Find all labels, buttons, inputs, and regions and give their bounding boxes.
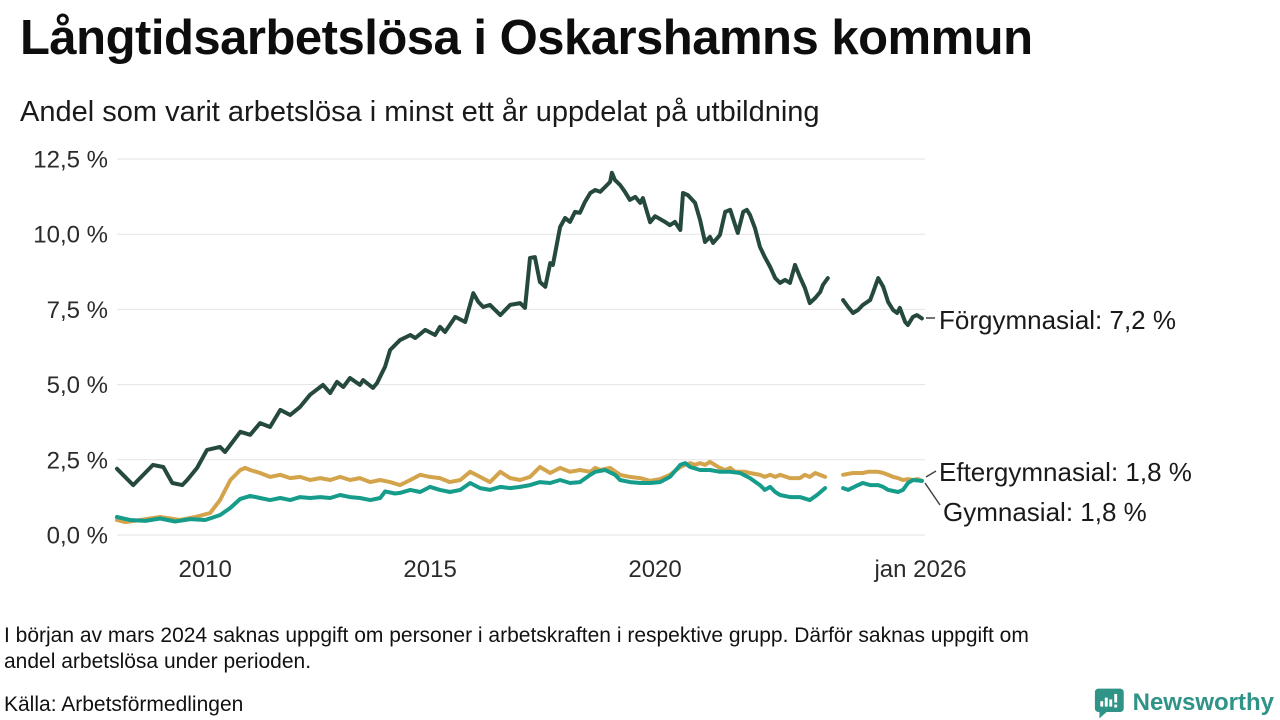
series-lines xyxy=(115,170,924,525)
y-tick-label: 0,0 % xyxy=(47,523,108,550)
series-line-gymnasial xyxy=(841,478,924,494)
chart-subtitle: Andel som varit arbetslösa i minst ett å… xyxy=(20,96,820,128)
series-line-förgymnasial xyxy=(841,276,924,327)
page-title: Långtidsarbetslösa i Oskarshamns kommun xyxy=(20,11,1033,65)
series-direct-labels: Förgymnasial: 7,2 % Eftergymnasial: 1,8 … xyxy=(939,305,1192,527)
gridlines xyxy=(117,158,925,536)
newsworthy-logo-icon xyxy=(1094,688,1124,719)
footnote-line-1: I början av mars 2024 saknas uppgift om … xyxy=(4,624,1029,647)
label-connectors xyxy=(924,317,941,506)
y-tick-label: 12,5 % xyxy=(33,147,108,174)
x-tick-label: 2010 xyxy=(178,556,231,583)
connector-gymnasial xyxy=(924,482,941,506)
x-axis-tick-labels: 2010 2015 2020 jan 2026 xyxy=(178,556,966,583)
connector-eftergymnasial xyxy=(925,470,937,478)
y-axis-tick-labels: 0,0 % 2,5 % 5,0 % 7,5 % 10,0 % 12,5 % xyxy=(33,147,108,550)
series-label-forgymnasial: Förgymnasial: 7,2 % xyxy=(939,305,1176,335)
x-tick-label: jan 2026 xyxy=(873,556,966,583)
y-tick-label: 5,0 % xyxy=(47,372,108,399)
x-tick-label: 2020 xyxy=(628,556,681,583)
newsworthy-branding: Newsworthy xyxy=(1094,686,1274,720)
newsworthy-logo-text: Newsworthy xyxy=(1132,689,1274,716)
series-label-gymnasial: Gymnasial: 1,8 % xyxy=(943,497,1147,527)
y-tick-label: 7,5 % xyxy=(47,297,108,324)
y-tick-label: 10,0 % xyxy=(33,222,108,249)
line-chart: 0,0 %2,5 %5,0 %7,5 %10,0 %12,5 % 2010 201… xyxy=(33,147,1192,584)
series-line-gymnasial xyxy=(115,461,828,524)
series-label-eftergymnasial: Eftergymnasial: 1,8 % xyxy=(939,457,1192,487)
source-credit: Källa: Arbetsförmedlingen xyxy=(4,693,244,716)
footnote-line-2: andel arbetslösa under perioden. xyxy=(4,650,312,673)
y-tick-label: 2,5 % xyxy=(47,447,108,474)
x-tick-label: 2015 xyxy=(403,556,456,583)
series-line-förgymnasial xyxy=(115,170,830,488)
footnote: I början av mars 2024 saknas uppgift om … xyxy=(4,623,1254,675)
